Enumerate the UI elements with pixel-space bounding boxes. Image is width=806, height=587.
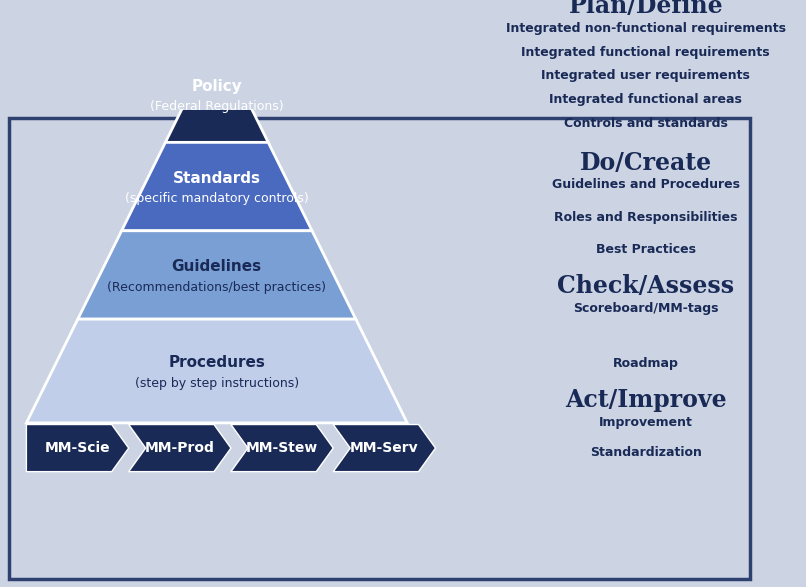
Text: Roadmap: Roadmap xyxy=(613,357,679,370)
Polygon shape xyxy=(78,231,355,319)
Text: (specific mandatory controls): (specific mandatory controls) xyxy=(125,193,309,205)
Text: MM-Scie: MM-Scie xyxy=(44,441,110,455)
Polygon shape xyxy=(122,143,312,231)
Text: Standards: Standards xyxy=(172,171,261,186)
Polygon shape xyxy=(27,319,407,423)
Text: Policy: Policy xyxy=(192,79,242,94)
Text: (Recommendations/best practices): (Recommendations/best practices) xyxy=(107,281,326,294)
Text: Do/Create: Do/Create xyxy=(580,151,712,175)
Polygon shape xyxy=(165,39,268,143)
Text: Integrated functional areas: Integrated functional areas xyxy=(549,93,742,106)
Text: Roles and Responsibilities: Roles and Responsibilities xyxy=(554,211,737,224)
Text: Check/Assess: Check/Assess xyxy=(557,274,734,298)
Polygon shape xyxy=(27,424,129,471)
Polygon shape xyxy=(333,424,435,471)
Text: Guidelines and Procedures: Guidelines and Procedures xyxy=(552,178,740,191)
Text: MM-Prod: MM-Prod xyxy=(145,441,214,455)
Text: Integrated user requirements: Integrated user requirements xyxy=(542,69,750,83)
Text: Integrated functional requirements: Integrated functional requirements xyxy=(521,46,770,59)
Text: Procedures: Procedures xyxy=(168,355,265,370)
Text: Best Practices: Best Practices xyxy=(596,244,696,257)
Text: (step by step instructions): (step by step instructions) xyxy=(135,377,299,390)
FancyBboxPatch shape xyxy=(10,118,750,579)
Polygon shape xyxy=(129,424,231,471)
Text: Plan/Define: Plan/Define xyxy=(568,0,723,18)
Text: Act/Improve: Act/Improve xyxy=(565,388,726,412)
Text: Improvement: Improvement xyxy=(599,416,692,429)
Polygon shape xyxy=(231,424,333,471)
Text: Controls and standards: Controls and standards xyxy=(563,117,728,130)
Text: Scoreboard/MM-tags: Scoreboard/MM-tags xyxy=(573,302,718,315)
Text: Integrated non-functional requirements: Integrated non-functional requirements xyxy=(505,22,786,35)
Text: MM-Stew: MM-Stew xyxy=(246,441,318,455)
Text: Guidelines: Guidelines xyxy=(172,259,262,274)
Text: Standardization: Standardization xyxy=(590,447,702,460)
Text: (Federal Regulations): (Federal Regulations) xyxy=(150,100,284,113)
Text: MM-Serv: MM-Serv xyxy=(350,441,418,455)
